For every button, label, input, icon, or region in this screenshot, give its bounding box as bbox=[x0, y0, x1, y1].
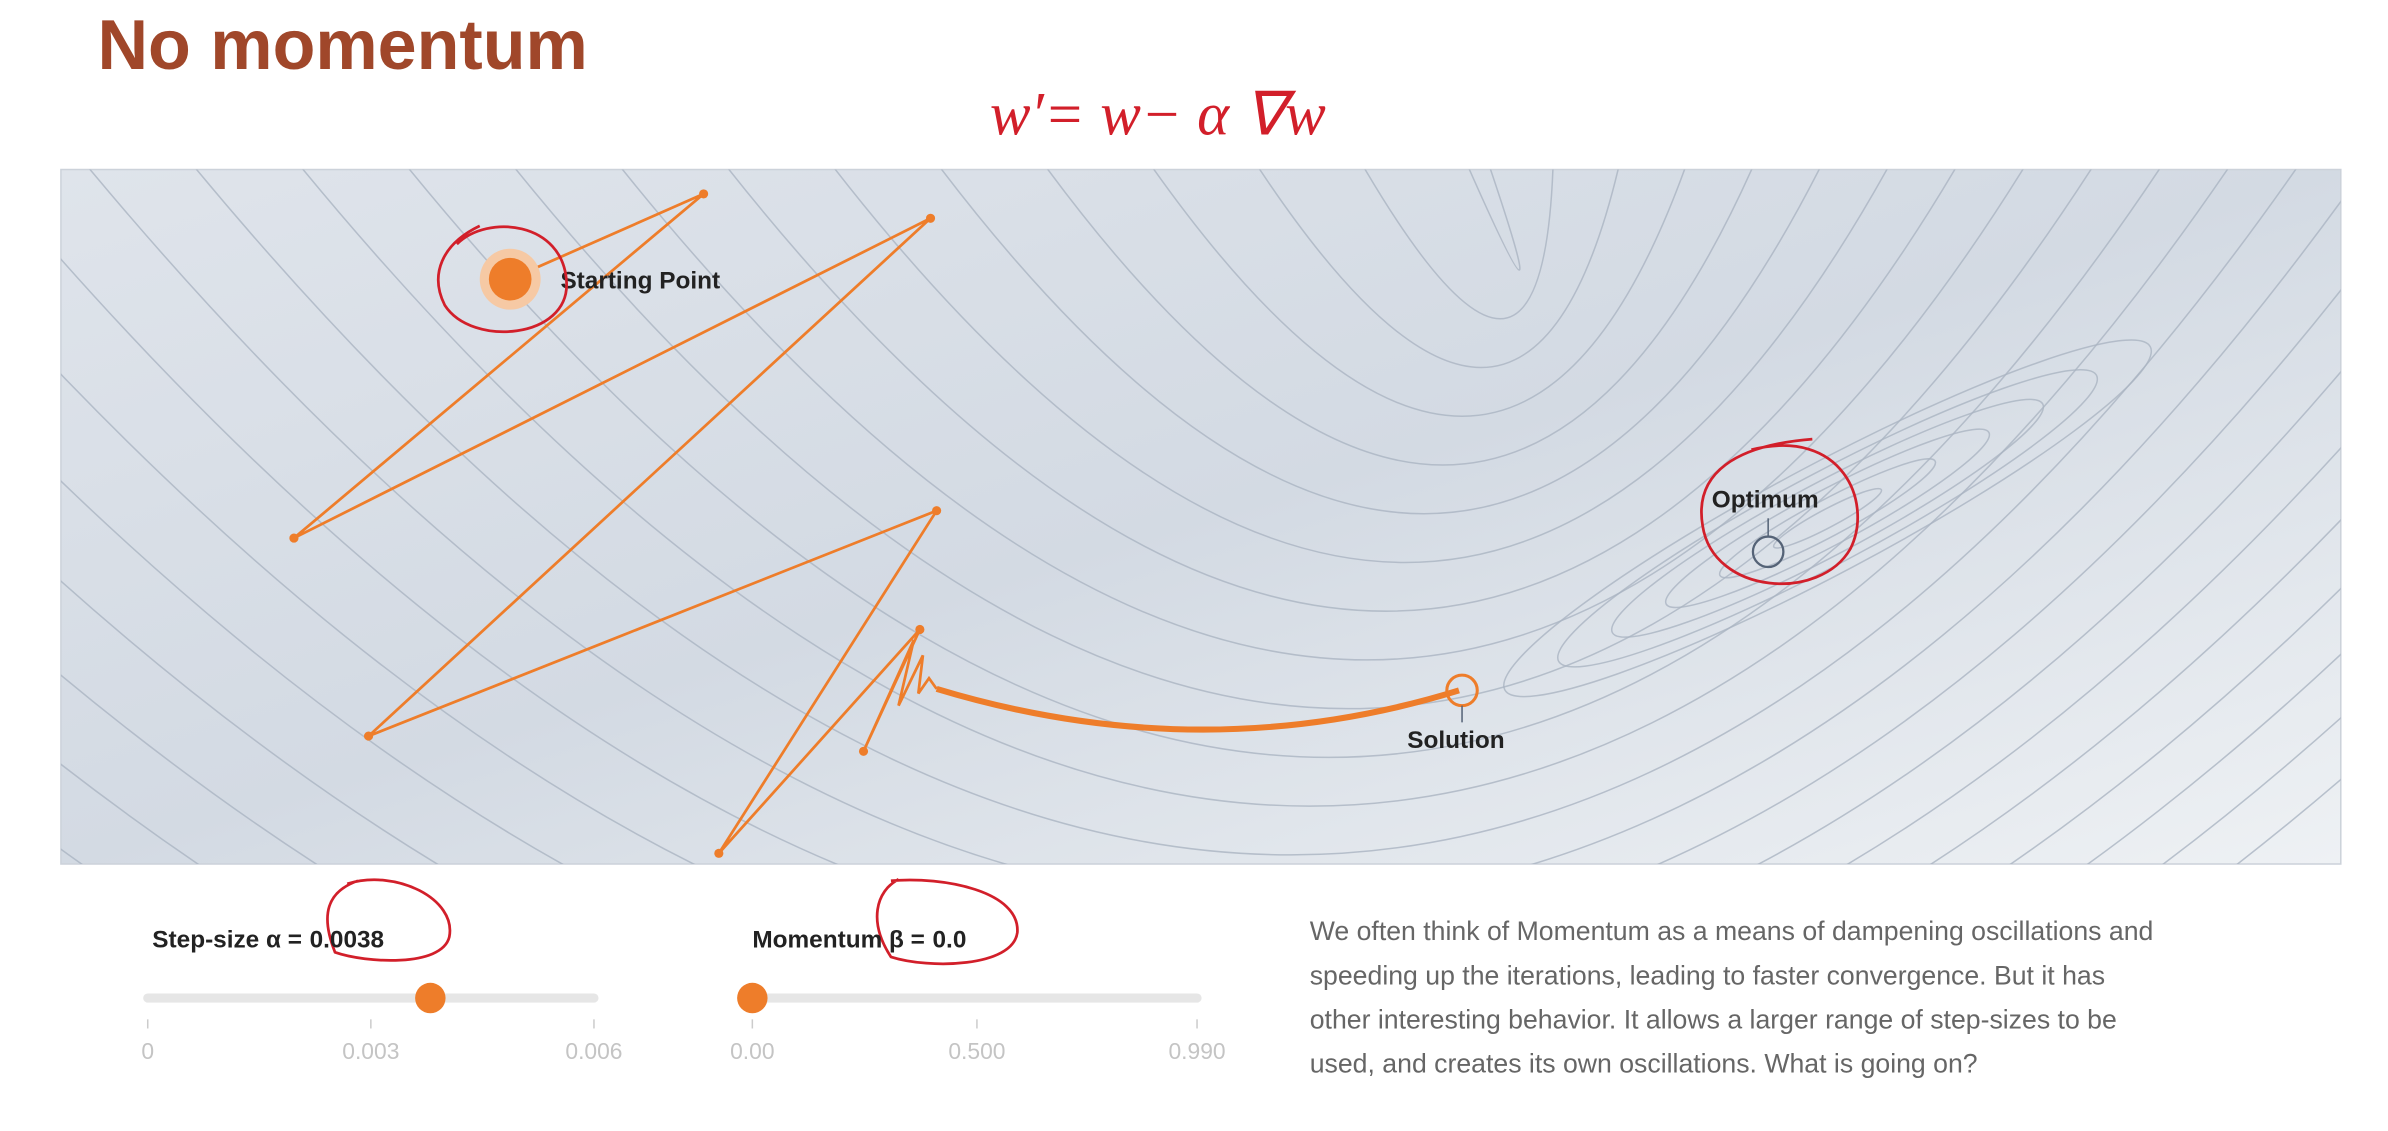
hand-annotations bbox=[326, 224, 1859, 966]
point bbox=[289, 533, 299, 543]
contour bbox=[1259, 169, 1619, 369]
description-line: other interesting behavior. It allows a … bbox=[1310, 1004, 2117, 1034]
contours bbox=[60, 169, 2341, 864]
slider-label: Step-size α = 0.0038 bbox=[152, 927, 384, 954]
start-handle[interactable] bbox=[488, 257, 532, 301]
contour bbox=[60, 258, 2341, 864]
contour bbox=[940, 169, 1820, 515]
point bbox=[363, 731, 374, 741]
optimum-label: Optimum bbox=[1712, 487, 1819, 514]
solution-label: Solution bbox=[1407, 727, 1504, 754]
slider-handle[interactable] bbox=[737, 982, 768, 1014]
point bbox=[858, 746, 869, 756]
slider-label-text: Step-size α = bbox=[152, 927, 302, 954]
contour bbox=[60, 716, 2341, 864]
contour bbox=[1468, 169, 1521, 271]
slider-tick-label: 0.500 bbox=[948, 1038, 1005, 1064]
hand-circle bbox=[436, 224, 568, 334]
point bbox=[925, 213, 936, 223]
contour bbox=[195, 169, 2297, 856]
contour bbox=[1047, 169, 1753, 466]
slider-value: 0.0 bbox=[933, 927, 967, 954]
slider-value: 0.0038 bbox=[310, 927, 385, 954]
handwritten-formula: w′= w− α ∇w bbox=[990, 82, 1326, 149]
contour bbox=[728, 169, 1956, 612]
start-label: Starting Point bbox=[560, 267, 720, 294]
description-line: speeding up the iterations, leading to f… bbox=[1310, 960, 2105, 990]
slider-tick-label: 0.990 bbox=[1168, 1038, 1225, 1064]
contour bbox=[60, 370, 2341, 864]
plot-background bbox=[60, 168, 2342, 865]
contour bbox=[1718, 458, 1937, 579]
contour bbox=[1664, 428, 1991, 609]
contour bbox=[1772, 487, 1883, 549]
point bbox=[932, 506, 942, 516]
contour bbox=[60, 653, 2341, 864]
slider-tick-label: 0 bbox=[141, 1038, 154, 1064]
slider-tick-label: 0.00 bbox=[730, 1038, 774, 1064]
contour bbox=[1556, 368, 2099, 668]
description-line: We often think of Momentum as a means of… bbox=[1310, 916, 2154, 946]
slider-handle[interactable] bbox=[415, 982, 446, 1014]
sliders: Step-size α = 0.0038 0 0.003 0.006 Momentum β… bbox=[141, 927, 1225, 1064]
contour bbox=[60, 587, 2341, 864]
slider-label-text: Momentum β = bbox=[752, 927, 925, 954]
description: We often think of Momentum as a means of… bbox=[1310, 916, 2154, 1078]
contour bbox=[1153, 169, 1686, 418]
title: No momentum bbox=[97, 6, 587, 84]
contour bbox=[60, 518, 2341, 864]
contour bbox=[621, 169, 2024, 661]
description-line: used, and creates its own oscillations. … bbox=[1310, 1049, 1978, 1079]
contour bbox=[1610, 398, 2045, 638]
descent-tail bbox=[935, 685, 1460, 733]
point bbox=[915, 624, 925, 635]
hand-circle bbox=[1700, 437, 1859, 586]
contour bbox=[60, 446, 2341, 864]
contour bbox=[1364, 169, 1554, 320]
contour bbox=[408, 169, 2160, 758]
contour bbox=[1503, 339, 2153, 698]
hand-circle bbox=[875, 878, 1019, 966]
contour bbox=[834, 169, 1888, 563]
slider-label: Momentum β = 0.0 bbox=[752, 927, 966, 954]
slider-tick-label: 0.003 bbox=[342, 1038, 399, 1064]
slider-tick-label: 0.006 bbox=[565, 1038, 622, 1064]
path-points bbox=[289, 189, 942, 858]
point bbox=[699, 189, 709, 199]
point bbox=[714, 848, 724, 858]
contour bbox=[89, 169, 2341, 864]
hand-circle bbox=[326, 878, 452, 962]
